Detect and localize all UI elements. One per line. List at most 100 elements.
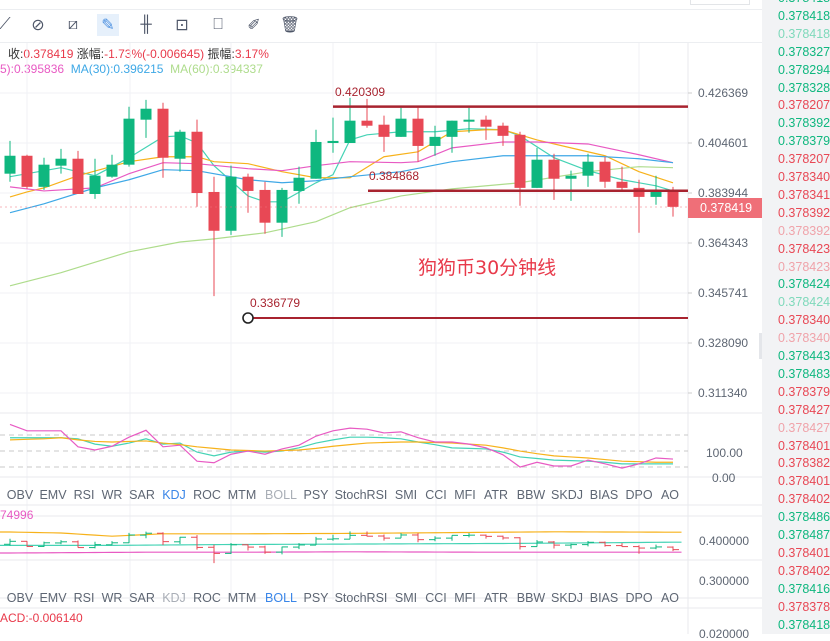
indicator-tab-kdj[interactable]: KDJ [162,591,186,605]
candle-down [667,190,679,207]
candle-down [616,181,628,188]
indicator-tab-obv[interactable]: OBV [6,591,34,605]
indicator-tab-dpo[interactable]: DPO [625,591,653,605]
trade-price-row: 0.378416 [778,581,830,596]
indicator-tab-bias[interactable]: BIAS [589,591,619,605]
circle-ruler-tool-button[interactable]: ⊘ [31,17,45,34]
trade-price-row: 0.378418 [778,617,830,632]
indicator-tab-rsi[interactable]: RSI [73,488,95,502]
low-label: 0.336779 [250,296,301,310]
line-anchor-handle[interactable] [242,312,254,324]
lock-tool-button[interactable]: ⊡ [175,17,189,34]
indicator-tab-mtm[interactable]: MTM [227,488,257,502]
indicator-tab-roc[interactable]: ROC [193,591,221,605]
indicator-tab-rsi[interactable]: RSI [73,591,95,605]
change-value: -1.73%(-0.006645) [104,47,205,61]
candle-down [72,158,84,194]
indicator-tab-psy[interactable]: PSY [303,488,329,502]
candle-down [21,155,33,187]
price-axis-label: 0.426369 [698,86,749,100]
close-label: 收: [8,47,24,61]
indicator-tab-kdj[interactable]: KDJ [162,488,186,502]
trade-price-row: 0.378327 [778,44,830,59]
ma-line [9,129,674,198]
indicator-tab-skdj[interactable]: SKDJ [551,591,583,605]
candle-up [89,175,101,194]
trade-price-row: 0.378207 [778,98,830,113]
kdj-d-line [9,437,673,463]
candle-up [344,120,356,144]
indicator-tab-stochrsi[interactable]: StochRSI [334,591,388,605]
candle-up [4,155,16,174]
indicator-tab-boll[interactable]: BOLL [265,591,297,605]
candle-down [242,176,254,191]
trade-price-row: 0.378392 [778,205,830,220]
indicator-tab-roc[interactable]: ROC [193,488,221,502]
divider [0,42,762,43]
indicator-tab-atr[interactable]: ATR [483,591,509,605]
ma-legend-60: MA(60):0.394337 [170,62,263,76]
close-value: 0.378419 [23,47,74,61]
trade-price-row: 0.378402 [778,492,830,507]
indicator-tab-bias[interactable]: BIAS [589,488,619,502]
kdj-axis-0: 0.00 [712,471,736,485]
indicator-menu-upper: OBV EMV RSI WR SAR KDJ ROC MTM BOLL PSY StochRSI SM… [0,484,688,506]
boll-axis-0.3: 0.300000 [699,574,750,588]
candle-up [310,141,322,179]
edit-note-tool-button[interactable]: ✐ [247,17,261,34]
indicator-tab-psy[interactable]: PSY [303,591,329,605]
indicator-tab-bbw[interactable]: BBW [516,488,546,502]
drawing-toolbar: ⟋ ⊘ ⧄ ✎ ╫ ⊡ ⎕ ✐ 🗑 [0,12,330,42]
indicator-tab-boll[interactable]: BOLL [265,488,297,502]
ma-legend-30: MA(30):0.396215 [70,62,164,76]
chart-annotation-title: 狗狗币30分钟线 [418,257,557,279]
trade-price-row: 0.378294 [778,62,830,77]
ruler-tool-button[interactable]: ⧄ [67,16,79,33]
freehand-pen-tool-button[interactable]: ✎ [97,14,119,36]
support-label: 0.384868 [369,169,420,183]
indicator-tab-ao[interactable]: AO [660,488,680,502]
indicator-tab-atr[interactable]: ATR [483,488,509,502]
indicator-tab-cci[interactable]: CCI [425,591,447,605]
indicator-tab-emv[interactable]: EMV [39,591,67,605]
top-input-box[interactable] [690,0,750,5]
indicator-tab-dpo[interactable]: DPO [625,488,653,502]
price-chart[interactable] [0,0,762,634]
indicator-tab-wr[interactable]: WR [101,488,123,502]
indicator-tab-obv[interactable]: OBV [6,488,34,502]
trade-price-row: 0.378423 [778,259,830,274]
price-axis-label: 0.311340 [698,386,748,400]
indicator-tab-sar[interactable]: SAR [129,591,155,605]
indicator-tab-sar[interactable]: SAR [129,488,155,502]
indicator-tab-bbw[interactable]: BBW [516,591,546,605]
indicator-tab-smi[interactable]: SMI [394,591,418,605]
boll-upper-band [0,531,682,537]
ruler-measure-tool-button[interactable]: ⟋ [0,16,11,33]
indicator-tab-cci[interactable]: CCI [425,488,447,502]
candlestick-pattern-tool-button[interactable]: ╫ [140,16,152,33]
indicator-tab-mfi[interactable]: MFI [454,488,476,502]
indicator-tab-ao[interactable]: AO [660,591,680,605]
ma-legend-pink: 5):0.395836 [0,62,65,76]
trade-price-row: 0.378443 [778,349,830,363]
candle-up [106,164,118,177]
trade-price-row: 0.378401 [778,545,830,560]
candle-up [531,159,543,188]
candle-up [565,175,577,179]
candle-down [599,161,611,182]
trade-price-row: 0.378379 [778,134,830,149]
trash-tool-button[interactable]: 🗑 [279,17,301,34]
indicator-tab-emv[interactable]: EMV [39,488,67,502]
indicator-tab-mfi[interactable]: MFI [454,591,476,605]
trade-price-row: 0.378392 [778,116,830,131]
trade-price-row: 0.378340 [778,170,830,184]
indicator-tab-stochrsi[interactable]: StochRSI [334,488,388,502]
indicator-tab-skdj[interactable]: SKDJ [551,488,583,502]
trade-price-row: 0.378418 [778,26,830,41]
trade-price-row: 0.378418 [778,8,830,23]
indicator-tab-smi[interactable]: SMI [394,488,418,502]
indicator-tab-mtm[interactable]: MTM [227,591,257,605]
boll-label: 74996 [0,508,34,522]
bookmark-tool-button[interactable]: ⎕ [213,16,223,33]
indicator-tab-wr[interactable]: WR [101,591,123,605]
